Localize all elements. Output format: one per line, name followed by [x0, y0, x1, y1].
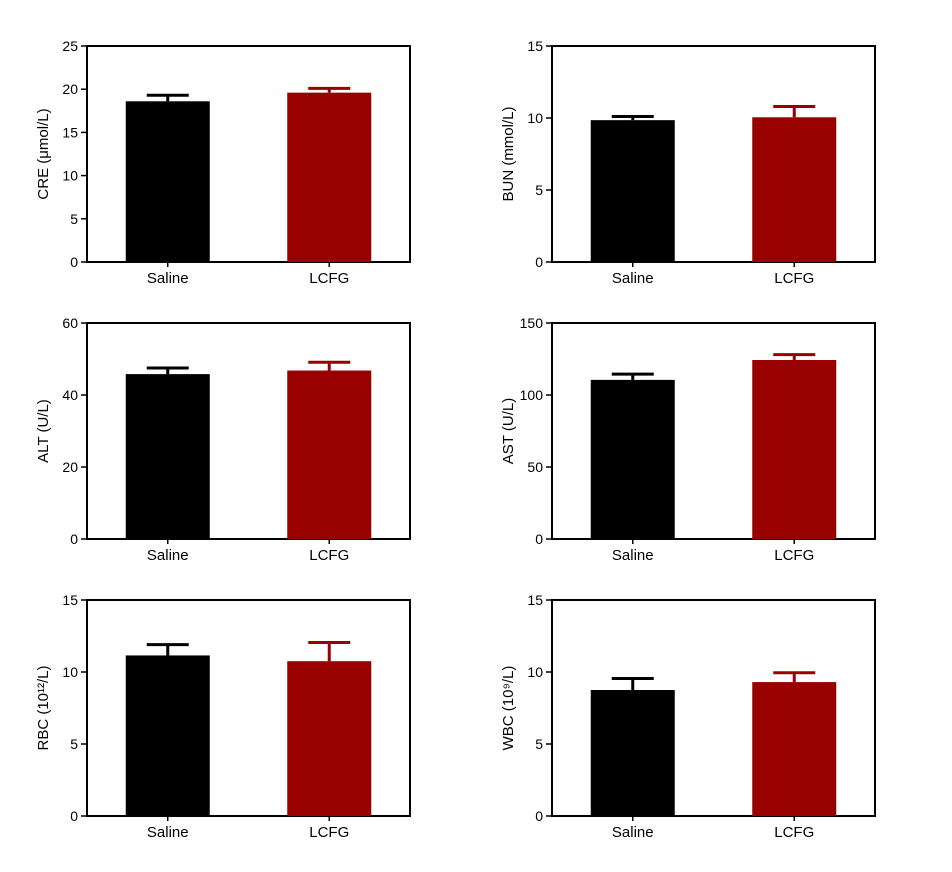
plot-frame [86, 322, 411, 540]
bar-saline [125, 101, 210, 263]
y-tick-label: 15 [62, 592, 78, 608]
y-tick-label: 10 [62, 664, 78, 680]
category-label: Saline [612, 824, 654, 841]
y-axis-label: RBC (10¹²/L) [35, 665, 52, 750]
chart-panel-bun: 0 5 10 15 Saline LCFG BUN (mmol/L) [500, 38, 876, 287]
plot-frame [86, 45, 411, 263]
bar-saline [590, 120, 675, 262]
y-tick-label: 150 [520, 315, 544, 331]
y-tick-label: 10 [62, 168, 78, 184]
category-label: Saline [612, 270, 654, 287]
plot-frame [551, 599, 876, 817]
y-tick-label: 0 [70, 808, 78, 824]
y-axis-label: BUN (mmol/L) [500, 106, 517, 201]
y-tick-label: 60 [62, 315, 78, 331]
category-label: LCFG [774, 547, 814, 564]
y-tick-label: 15 [527, 38, 543, 54]
bar-lcfg [287, 92, 372, 262]
bar-lcfg [287, 661, 372, 816]
y-tick-label: 0 [535, 254, 543, 270]
chart-panel-alt: 0 20 40 60 Saline LCFG ALT (U/L) [35, 315, 411, 564]
y-tick-label: 50 [527, 459, 543, 475]
y-tick-label: 10 [527, 110, 543, 126]
y-tick-label: 0 [70, 531, 78, 547]
category-label: LCFG [774, 270, 814, 287]
category-label: Saline [147, 270, 189, 287]
y-tick-label: 15 [527, 592, 543, 608]
bar-saline [125, 374, 210, 539]
y-axis-label: AST (U/L) [500, 398, 517, 464]
category-label: Saline [147, 824, 189, 841]
bar-lcfg [752, 682, 837, 816]
chart-panel-wbc: 0 5 10 15 Saline LCFG WBC (10⁹/L) [500, 592, 876, 841]
plot-frame [551, 322, 876, 540]
y-tick-label: 0 [535, 531, 543, 547]
y-tick-label: 100 [520, 387, 544, 403]
chart-panel-ast: 0 50 100 150 Saline LCFG AST (U/L) [500, 315, 876, 564]
y-tick-label: 5 [70, 211, 78, 227]
category-label: LCFG [309, 270, 349, 287]
bar-lcfg [752, 360, 837, 539]
y-tick-label: 5 [70, 736, 78, 752]
y-axis-label: CRE (μmol/L) [35, 108, 52, 199]
y-axis-label: WBC (10⁹/L) [500, 666, 517, 751]
bar-lcfg [287, 370, 372, 539]
plot-frame [551, 45, 876, 263]
y-tick-label: 5 [535, 736, 543, 752]
y-tick-label: 10 [527, 664, 543, 680]
y-tick-label: 0 [535, 808, 543, 824]
bar-saline [590, 690, 675, 816]
y-tick-label: 5 [535, 182, 543, 198]
chart-panel-rbc: 0 5 10 15 Saline LCFG RBC (10¹²/L) [35, 592, 411, 841]
category-label: LCFG [309, 547, 349, 564]
y-tick-label: 25 [62, 38, 78, 54]
category-label: LCFG [774, 824, 814, 841]
category-label: Saline [612, 547, 654, 564]
bar-saline [125, 655, 210, 816]
plot-frame [86, 599, 411, 817]
y-tick-label: 20 [62, 459, 78, 475]
bar-lcfg [752, 117, 837, 262]
category-label: LCFG [309, 824, 349, 841]
y-tick-label: 40 [62, 387, 78, 403]
chart-panel-cre: 0 5 10 15 20 25 Saline LCFG CRE (μmol/L) [35, 38, 411, 287]
y-tick-label: 20 [62, 81, 78, 97]
category-label: Saline [147, 547, 189, 564]
y-tick-label: 0 [70, 254, 78, 270]
y-tick-label: 15 [62, 124, 78, 140]
bar-saline [590, 379, 675, 539]
y-axis-label: ALT (U/L) [35, 399, 52, 463]
